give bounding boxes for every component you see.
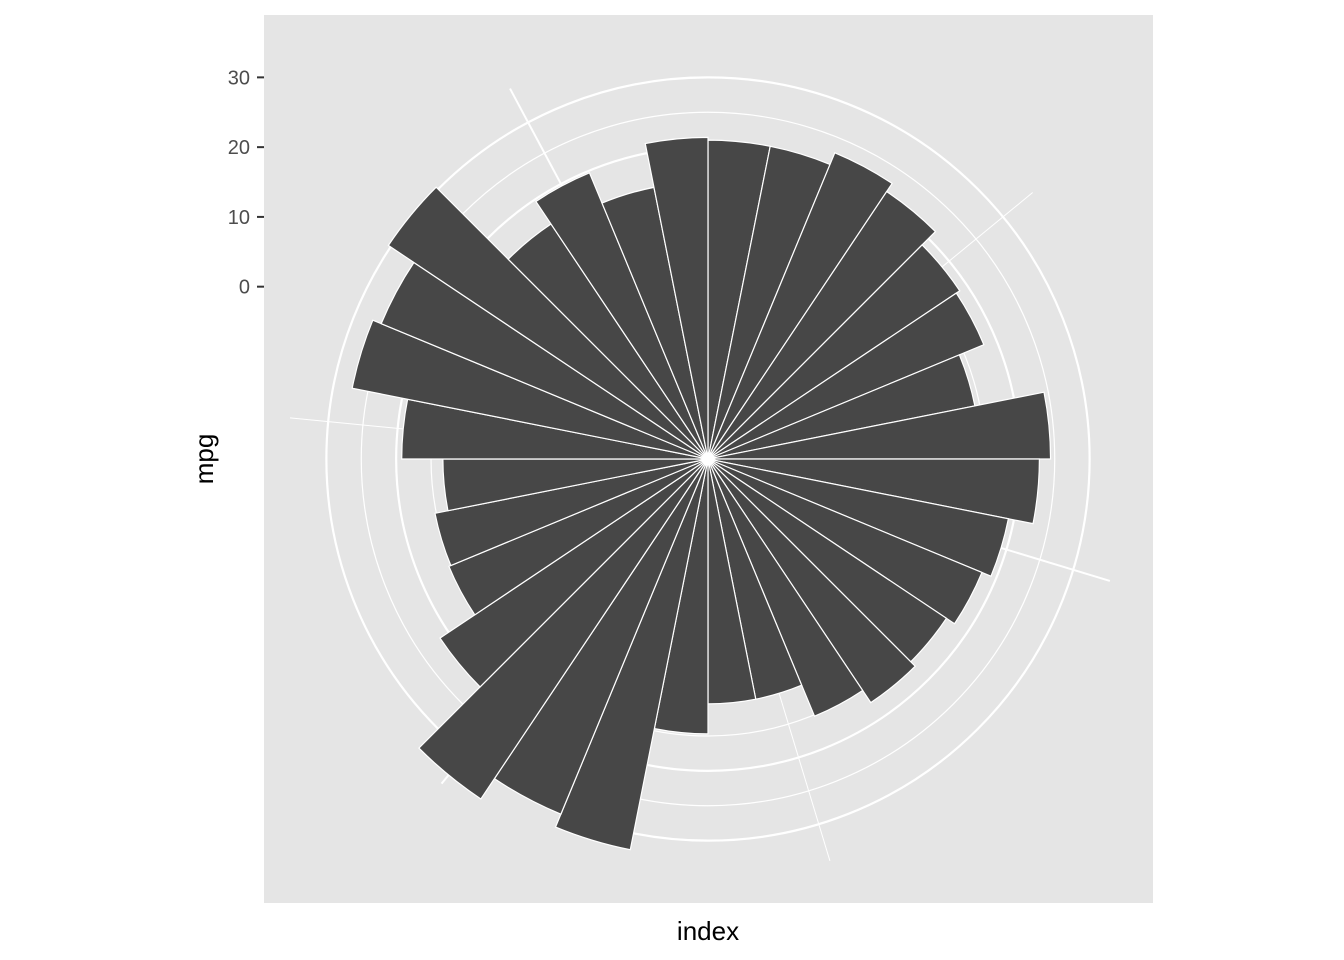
y-tick-label: 10 <box>228 207 250 229</box>
y-tick-label: 0 <box>239 277 250 299</box>
bar <box>387 186 709 460</box>
bar <box>707 458 983 625</box>
x-axis-title: index <box>677 916 739 946</box>
grid-circle-minor <box>360 111 1056 807</box>
bar <box>644 136 709 460</box>
bars <box>351 136 1052 851</box>
bar <box>448 458 709 616</box>
y-tick-label: 30 <box>228 67 250 89</box>
bar <box>707 190 937 460</box>
bar <box>434 458 709 567</box>
bar <box>418 458 709 800</box>
bar <box>707 152 893 460</box>
y-tick-label: 20 <box>228 137 250 159</box>
bar <box>535 172 709 460</box>
bar <box>707 391 1052 460</box>
grid-circle-major <box>325 76 1091 842</box>
bar <box>351 319 709 460</box>
y-axis-title: mpg <box>189 434 219 485</box>
bar <box>707 458 864 717</box>
y-axis: 0 10 20 30 <box>228 67 264 299</box>
bar <box>554 458 709 851</box>
bar <box>707 292 985 460</box>
bar <box>439 458 709 688</box>
bar <box>707 458 1010 577</box>
bar <box>707 458 917 704</box>
bar <box>707 244 961 460</box>
